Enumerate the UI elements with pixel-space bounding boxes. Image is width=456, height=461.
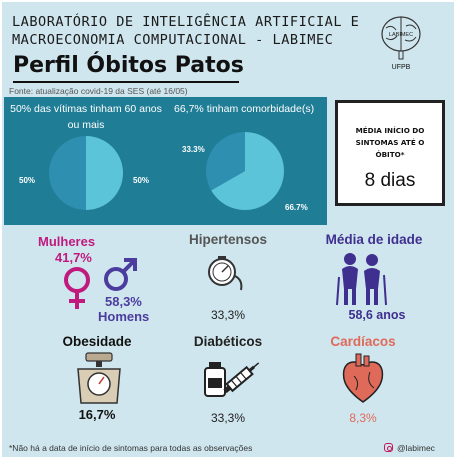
pie-comorbidity-slice-1: [206, 132, 245, 191]
male-symbol-icon: [104, 258, 137, 291]
page-title: Perfil Óbitos Patos: [13, 53, 244, 78]
pie-1-title: 50% das vítimas tinham 60 anos ou mais: [10, 103, 162, 131]
infographic: LABORATÓRIO DE INTELIGÊNCIA ARTIFICIAL E…: [2, 2, 454, 457]
cardiac-value: 8,3%: [349, 411, 377, 425]
symptoms-to-death-label: MÉDIA INÍCIO DO SINTOMAS ATÉ O ÓBITO*: [355, 126, 425, 159]
average-age-label: Média de idade: [325, 232, 423, 247]
pie-age-slice-1: [49, 136, 86, 210]
title-underline: [13, 81, 239, 83]
pie-chart-age: [49, 136, 123, 210]
weight-scale-icon: [77, 352, 121, 404]
women-value: 41,7%: [55, 250, 92, 265]
men-label: Homens: [98, 309, 150, 324]
blood-pressure-gauge-icon: [208, 256, 243, 291]
pie-age-slice-0: [86, 136, 123, 210]
logo-university: UFPB: [391, 64, 411, 71]
diabetic-label: Diabéticos: [193, 334, 263, 349]
pie-2-title: 66,7% tinham comorbidade(s): [174, 103, 315, 115]
logo-inner-text: LABIMEC: [389, 32, 413, 38]
instagram-handle[interactable]: @labimec: [397, 443, 435, 453]
pie-1-label-right: 50%: [133, 176, 150, 185]
average-age-value: 58,6 anos: [348, 308, 406, 322]
hypertensive-value: 33,3%: [210, 308, 246, 322]
cardiac-label: Cardíacos: [330, 334, 396, 349]
pie-2-label-small: 33.3%: [182, 145, 205, 154]
men-value: 58,3%: [105, 294, 142, 309]
instagram-icon: [384, 443, 393, 452]
women-label: Mulheres: [38, 234, 96, 249]
footer-note: *Não há a data de início de sintomas par…: [9, 443, 253, 453]
heart-icon: [342, 353, 384, 403]
header-line-2: MACROECONOMIA COMPUTACIONAL - LABIMEC: [12, 32, 334, 48]
obesity-value: 16,7%: [78, 407, 116, 422]
source-note: Fonte: atualização covid-19 da SES (até …: [9, 86, 188, 96]
obesity-label: Obesidade: [62, 334, 132, 349]
pie-1-label-left: 50%: [19, 176, 36, 185]
hypertensive-label: Hipertensos: [188, 232, 268, 247]
elderly-couple-icon: [336, 253, 387, 306]
female-symbol-icon: [64, 267, 90, 309]
pie-chart-comorbidity: [206, 132, 284, 210]
insulin-syringe-icon: [204, 362, 260, 397]
pie-band: 50% das vítimas tinham 60 anos ou mais 6…: [4, 97, 327, 225]
diabetic-value: 33,3%: [210, 411, 246, 425]
labimec-logo: LABIMEC UFPB: [377, 12, 425, 77]
header-line-1: LABORATÓRIO DE INTELIGÊNCIA ARTIFICIAL E: [12, 14, 360, 30]
pie-2-label-large: 66.7%: [285, 203, 308, 212]
symptoms-to-death-value: 8 dias: [364, 170, 416, 191]
pie-comorbidity-slice-0: [211, 132, 284, 210]
header-title: LABORATÓRIO DE INTELIGÊNCIA ARTIFICIAL E…: [12, 13, 359, 49]
brain-icon: LABIMEC: [381, 16, 421, 60]
symptoms-to-death-box: MÉDIA INÍCIO DO SINTOMAS ATÉ O ÓBITO* 8 …: [335, 100, 445, 206]
